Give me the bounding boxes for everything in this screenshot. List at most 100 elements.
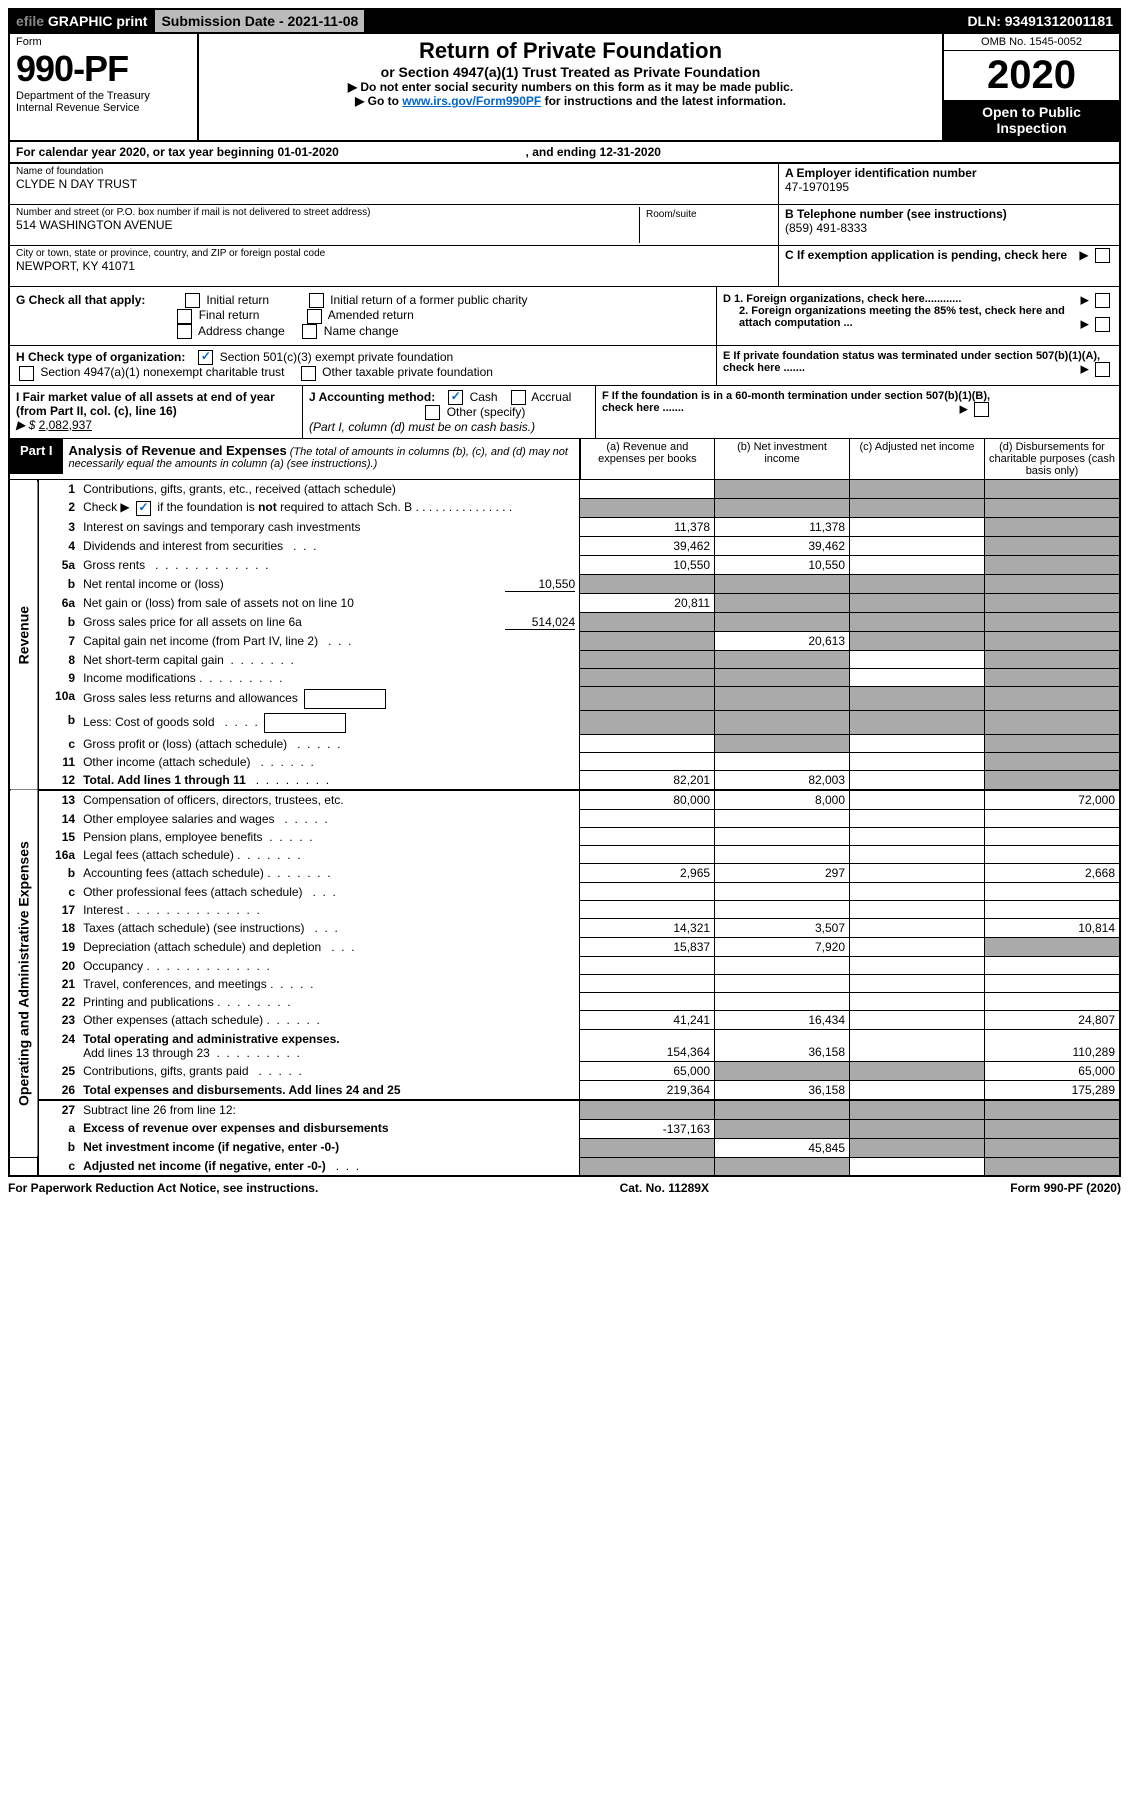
d-foreign-org: D 1. Foreign organizations, check here..… — [716, 287, 1119, 345]
row-5a: 5aGross rents . . . . . . . . . . . . 10… — [9, 556, 1120, 575]
row-27a: aExcess of revenue over expenses and dis… — [9, 1119, 1120, 1138]
initial-return-checkbox[interactable] — [185, 293, 200, 308]
row-12: 12Total. Add lines 1 through 11 . . . . … — [9, 771, 1120, 791]
amended-return-checkbox[interactable] — [307, 309, 322, 324]
row-26: 26Total expenses and disbursements. Add … — [9, 1081, 1120, 1101]
col-c-header: (c) Adjusted net income — [850, 439, 985, 480]
row-4: 4Dividends and interest from securities … — [9, 537, 1120, 556]
dept-irs: Internal Revenue Service — [16, 102, 191, 114]
footer: For Paperwork Reduction Act Notice, see … — [8, 1177, 1121, 1199]
4947a1-checkbox[interactable] — [19, 366, 34, 381]
row-16a: 16aLegal fees (attach schedule) . . . . … — [9, 846, 1120, 864]
row-10c: cGross profit or (loss) (attach schedule… — [9, 735, 1120, 753]
form-number: 990-PF — [16, 48, 191, 90]
revenue-side-label: Revenue — [9, 480, 38, 790]
dept-treasury: Department of the Treasury — [16, 90, 191, 102]
form-header: Form 990-PF Department of the Treasury I… — [8, 34, 1121, 142]
dln: DLN: 93491312001181 — [961, 10, 1119, 32]
other-acct-checkbox[interactable] — [425, 405, 440, 420]
part1-header-row: Part I Analysis of Revenue and Expenses … — [9, 439, 1120, 480]
header-right: OMB No. 1545-0052 2020 Open to Public In… — [942, 34, 1119, 140]
cat-no: Cat. No. 11289X — [620, 1181, 709, 1195]
row-22: 22Printing and publications . . . . . . … — [9, 993, 1120, 1011]
501c3-checkbox[interactable] — [198, 350, 213, 365]
exemption-checkbox[interactable] — [1095, 248, 1110, 263]
calendar-year-row: For calendar year 2020, or tax year begi… — [8, 142, 1121, 164]
row-14: 14Other employee salaries and wages . . … — [9, 810, 1120, 828]
row-27: 27Subtract line 26 from line 12: — [9, 1100, 1120, 1119]
form-title: Return of Private Foundation — [205, 38, 936, 64]
e-section: E If private foundation status was termi… — [716, 346, 1119, 385]
col-b-header: (b) Net investment income — [715, 439, 850, 480]
row-16b: bAccounting fees (attach schedule) . . .… — [9, 864, 1120, 883]
spacer — [366, 10, 961, 32]
col-d-header: (d) Disbursements for charitable purpose… — [984, 439, 1120, 480]
row-6b: bGross sales price for all assets on lin… — [9, 613, 1120, 632]
final-return-checkbox[interactable] — [177, 309, 192, 324]
ij-row: I Fair market value of all assets at end… — [10, 385, 1119, 439]
row-7: 7Capital gain net income (from Part IV, … — [9, 632, 1120, 651]
tax-year: 2020 — [944, 51, 1119, 100]
row-11: 11Other income (attach schedule) . . . .… — [9, 753, 1120, 771]
d2-checkbox[interactable] — [1095, 317, 1110, 332]
row-8: 8Net short-term capital gain . . . . . .… — [9, 651, 1120, 669]
row-2: 2 Check ▶ if the foundation is not requi… — [9, 498, 1120, 517]
row-27b: bNet investment income (if negative, ent… — [9, 1138, 1120, 1157]
j-accounting: J Accounting method: Cash Accrual Other … — [302, 386, 595, 439]
form-link[interactable]: www.irs.gov/Form990PF — [402, 94, 541, 108]
row-15: 15Pension plans, employee benefits . . .… — [9, 828, 1120, 846]
instr-2: ▶ Go to www.irs.gov/Form990PF for instru… — [205, 94, 936, 108]
foundation-name-row: Name of foundation CLYDE N DAY TRUST — [10, 164, 778, 205]
paperwork-notice: For Paperwork Reduction Act Notice, see … — [8, 1181, 318, 1195]
omb-number: OMB No. 1545-0052 — [944, 34, 1119, 51]
col-a-header: (a) Revenue and expenses per books — [580, 439, 715, 480]
row-5b: bNet rental income or (loss) 10,550 — [9, 575, 1120, 594]
row-10a: 10aGross sales less returns and allowanc… — [9, 687, 1120, 711]
cash-checkbox[interactable] — [448, 390, 463, 405]
telephone-row: B Telephone number (see instructions) (8… — [779, 205, 1119, 246]
f-checkbox[interactable] — [974, 402, 989, 417]
header-center: Return of Private Foundation or Section … — [199, 34, 942, 140]
row-16c: cOther professional fees (attach schedul… — [9, 883, 1120, 901]
row-25: 25Contributions, gifts, grants paid . . … — [9, 1062, 1120, 1081]
e-checkbox[interactable] — [1095, 362, 1110, 377]
row-23: 23Other expenses (attach schedule) . . .… — [9, 1011, 1120, 1030]
row-10b: bLess: Cost of goods sold . . . . — [9, 711, 1120, 735]
exemption-pending-row: C If exemption application is pending, c… — [779, 246, 1119, 286]
instr-1: ▶ Do not enter social security numbers o… — [205, 80, 936, 94]
part1-table: Part I Analysis of Revenue and Expenses … — [8, 438, 1121, 1177]
row-19: 19Depreciation (attach schedule) and dep… — [9, 938, 1120, 957]
row-9: 9Income modifications . . . . . . . . . — [9, 669, 1120, 687]
row-18: 18Taxes (attach schedule) (see instructi… — [9, 919, 1120, 938]
row-13: Operating and Administrative Expenses 13… — [9, 790, 1120, 810]
row-20: 20Occupancy . . . . . . . . . . . . . — [9, 957, 1120, 975]
expenses-side-label: Operating and Administrative Expenses — [9, 790, 38, 1157]
other-taxable-checkbox[interactable] — [301, 366, 316, 381]
form-subtitle: or Section 4947(a)(1) Trust Treated as P… — [205, 64, 936, 80]
name-change-checkbox[interactable] — [302, 324, 317, 339]
row-24: 24Total operating and administrative exp… — [9, 1030, 1120, 1062]
efile-bar: efile GRAPHIC print Submission Date - 20… — [8, 8, 1121, 34]
form-ref: Form 990-PF (2020) — [1010, 1181, 1121, 1195]
submission-date: Submission Date - 2021-11-08 — [153, 10, 366, 32]
address-row: Number and street (or P.O. box number if… — [10, 205, 778, 246]
row-3: 3Interest on savings and temporary cash … — [9, 518, 1120, 537]
d1-checkbox[interactable] — [1095, 293, 1110, 308]
check-section: G Check all that apply: Initial return I… — [8, 286, 1121, 438]
row-1: Revenue 1 Contributions, gifts, grants, … — [9, 480, 1120, 499]
efile-graphic-print: efile GRAPHIC print — [10, 10, 153, 32]
row-21: 21Travel, conferences, and meetings . . … — [9, 975, 1120, 993]
schb-checkbox[interactable] — [136, 501, 151, 516]
open-to-public: Open to Public Inspection — [944, 100, 1119, 140]
initial-return-former-checkbox[interactable] — [309, 293, 324, 308]
row-17: 17Interest . . . . . . . . . . . . . . — [9, 901, 1120, 919]
row-27c: cAdjusted net income (if negative, enter… — [9, 1157, 1120, 1176]
address-change-checkbox[interactable] — [177, 324, 192, 339]
row-6a: 6aNet gain or (loss) from sale of assets… — [9, 594, 1120, 613]
g-check-all: G Check all that apply: Initial return I… — [10, 287, 716, 345]
form-word: Form — [16, 36, 191, 48]
f-section: F If the foundation is in a 60-month ter… — [595, 386, 998, 439]
identity-block: Name of foundation CLYDE N DAY TRUST Num… — [8, 164, 1121, 286]
city-row: City or town, state or province, country… — [10, 246, 778, 286]
accrual-checkbox[interactable] — [511, 390, 526, 405]
